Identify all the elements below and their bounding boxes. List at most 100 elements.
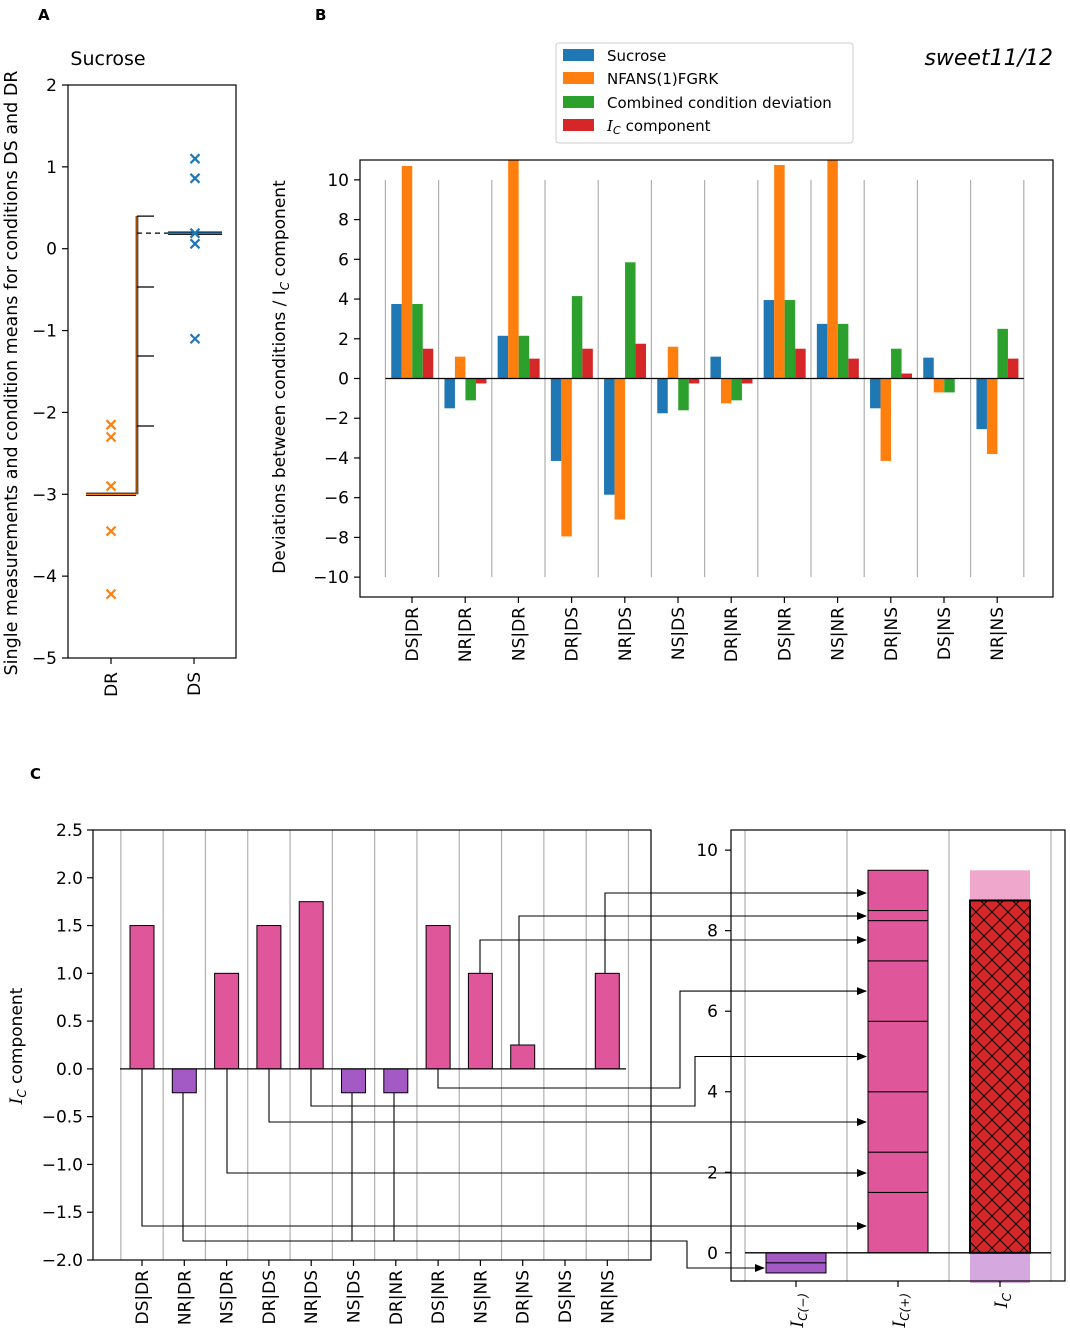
legend-label-combined: Combined condition deviation: [607, 94, 832, 112]
panel-c-arrow-dr-ns: [518, 912, 867, 1045]
panel-b-y-label: Deviations between conditions / IC compo…: [270, 180, 292, 574]
panel-b-bar-dr-ds-1: [561, 378, 572, 537]
panel-c-arrow-nr-dr: [182, 1092, 765, 1272]
panel-b-x-tick-label: DR|NS: [882, 607, 902, 661]
panel-b-bar-ns-dr-3: [529, 358, 540, 379]
panel-b-y-tick-label: −6: [324, 489, 349, 509]
legend-label-nfans: NFANS(1)FGRK: [607, 70, 719, 88]
panel-label-c: C: [30, 765, 41, 783]
panel-c-left-y-tick-label: −2.0: [42, 1251, 83, 1271]
panel-c-bar-ns-ds: [341, 1068, 366, 1094]
panel-b-x-tick-label: NR|DR: [456, 607, 476, 662]
panel-a-axes-frame: [67, 84, 237, 659]
panel-c-bar-ns-dr: [214, 972, 240, 1070]
panel-b-bar-ns-ds-1: [667, 346, 679, 379]
panel-b-y-tick-label: −2: [324, 409, 349, 429]
panel-c-arrow-nr-ds: [310, 1052, 867, 1107]
panel-b-bar-ds-ns-1: [933, 378, 945, 393]
panel-a-y-tick-label: −5: [32, 649, 57, 669]
panel-b-x-tick-label: DS|DR: [403, 607, 423, 662]
panel-c-ic-plus-segment: [867, 920, 929, 962]
panel-a-point-dr: [105, 525, 117, 537]
panel-c-right-y-tick-label: 10: [696, 841, 718, 861]
panel-c-arrow-ns-dr: [226, 1068, 867, 1177]
panel-a-y-tick-label: −2: [32, 403, 57, 423]
panel-label-b: B: [315, 6, 326, 24]
panel-a-point-ds: [189, 333, 201, 345]
panel-b-bar-ds-nr-1: [774, 164, 785, 379]
panel-c-right-x-label-sub: C(+): [898, 1293, 912, 1321]
panel-b-y-label-sub: C: [278, 281, 292, 290]
panel-c-left-y-tick-label: 0.5: [56, 1012, 83, 1032]
panel-b-bar-nr-ns-1: [986, 378, 998, 454]
panel-a-scatter-chart: Sucrose Single measurements and conditio…: [2, 48, 237, 697]
panel-c-right-x-label-sub: C(−): [796, 1293, 810, 1321]
panel-b-y-tick-label: 10: [327, 171, 349, 191]
panel-c-left-y-tick-label: −1.5: [42, 1203, 83, 1223]
panel-c-bar-ds-dr: [129, 925, 155, 1070]
panel-a-point-ds: [189, 238, 201, 250]
panel-b-axes-frame: [359, 159, 1054, 598]
panel-b-x-tick-label: NR|DS: [616, 607, 636, 661]
panel-c-right-x-label-main: I: [890, 1321, 910, 1329]
panel-a-x-tick-label: DS: [185, 672, 205, 696]
legend-label-ic: IC component: [606, 117, 711, 137]
panel-b-y-tick-label: 6: [338, 250, 349, 270]
panel-c-right-x-tick-label: IC: [992, 1292, 1014, 1309]
panel-a-point-dr: [105, 588, 117, 600]
panel-b-y-tick-label: 8: [338, 211, 349, 231]
panel-c-bar-nr-ns: [594, 972, 620, 1070]
panel-a-y-tick-label: −4: [32, 567, 57, 587]
panel-b-y-tick-label: 2: [338, 330, 349, 350]
panel-a-y-tick-label: 2: [46, 76, 57, 96]
panel-b-x-tick-label: DR|DS: [563, 607, 583, 662]
panel-c-left-y-tick-label: 1.5: [56, 917, 83, 937]
panel-a-point-ds: [189, 227, 201, 239]
panel-c-left-x-tick-label: DS|NR: [429, 1270, 449, 1324]
panel-c-right-y-tick-label: 6: [707, 1002, 718, 1022]
panel-a-y-tick-label: 1: [46, 158, 57, 178]
panel-c-bar-ns-nr: [467, 972, 493, 1070]
legend-swatch-sucrose: [563, 49, 594, 61]
legend-swatch-nfans: [563, 72, 594, 84]
panel-b-bar-ns-nr-0: [816, 323, 828, 379]
legend-box: [555, 42, 854, 144]
panel-b-bar-dr-ns-0: [870, 378, 881, 409]
panel-c-left-y-tick-label: −0.5: [42, 1108, 83, 1128]
panel-c-ic-plus-segment: [867, 910, 929, 922]
panel-c-left-axes-frame: [92, 829, 652, 1261]
legend-ic-text: component: [626, 117, 711, 135]
panel-b-bar-nr-dr-3: [475, 378, 487, 384]
panel-c-ic-plus-segment: [867, 1091, 929, 1153]
legend-ic-symbol: I: [606, 117, 614, 135]
panel-c-arrow-ds-nr: [437, 987, 867, 1089]
panel-b-bar-nr-dr-2: [465, 378, 476, 401]
legend-swatch-combined: [563, 96, 594, 108]
panel-c-right-x-tick-label: IC(+): [890, 1293, 912, 1329]
panel-b-bar-dr-ds-3: [582, 348, 593, 379]
panel-b-bar-ns-ds-0: [657, 378, 668, 414]
panel-b-bar-dr-nr-0: [710, 356, 721, 379]
panel-c-left-y-tick-label: 1.0: [56, 964, 83, 984]
panel-b-y-label-tail: component: [270, 180, 290, 282]
panel-b-y-label-main: Deviations between conditions / I: [270, 290, 290, 574]
panel-b-bar-nr-dr-0: [444, 378, 455, 409]
panel-a-point-ds: [189, 153, 201, 164]
panel-b-y-tick-label: 0: [338, 370, 349, 390]
panel-c-ic-total-bar: [969, 899, 1031, 1254]
panel-b-x-tick-label: NS|NR: [829, 607, 849, 661]
panel-c-charts: IC component −2.0−1.5−1.0−0.50.00.51.01.…: [7, 821, 1066, 1329]
legend-ic-sub: C: [613, 124, 621, 137]
panel-a-y-label: Single measurements and condition means …: [2, 71, 22, 676]
panel-c-left-x-tick-label: DR|DS: [260, 1270, 280, 1325]
panel-c-bar-ds-nr: [425, 925, 451, 1070]
panel-b-bar-nr-ds-0: [604, 378, 615, 495]
panel-b-bar-nr-ds-2: [625, 262, 636, 379]
panel-c-y-label-sub: C: [15, 1089, 29, 1098]
panel-b-x-tick-label: DS|NS: [935, 607, 955, 660]
panel-c-arrow-ds-dr: [141, 1068, 867, 1230]
panel-c-ic-plus-segment: [867, 1151, 929, 1193]
panel-a-point-dr: [105, 419, 117, 430]
panel-c-ic-plus-segment: [867, 960, 929, 1022]
panel-c-left-x-tick-label: DS|NS: [556, 1270, 576, 1323]
